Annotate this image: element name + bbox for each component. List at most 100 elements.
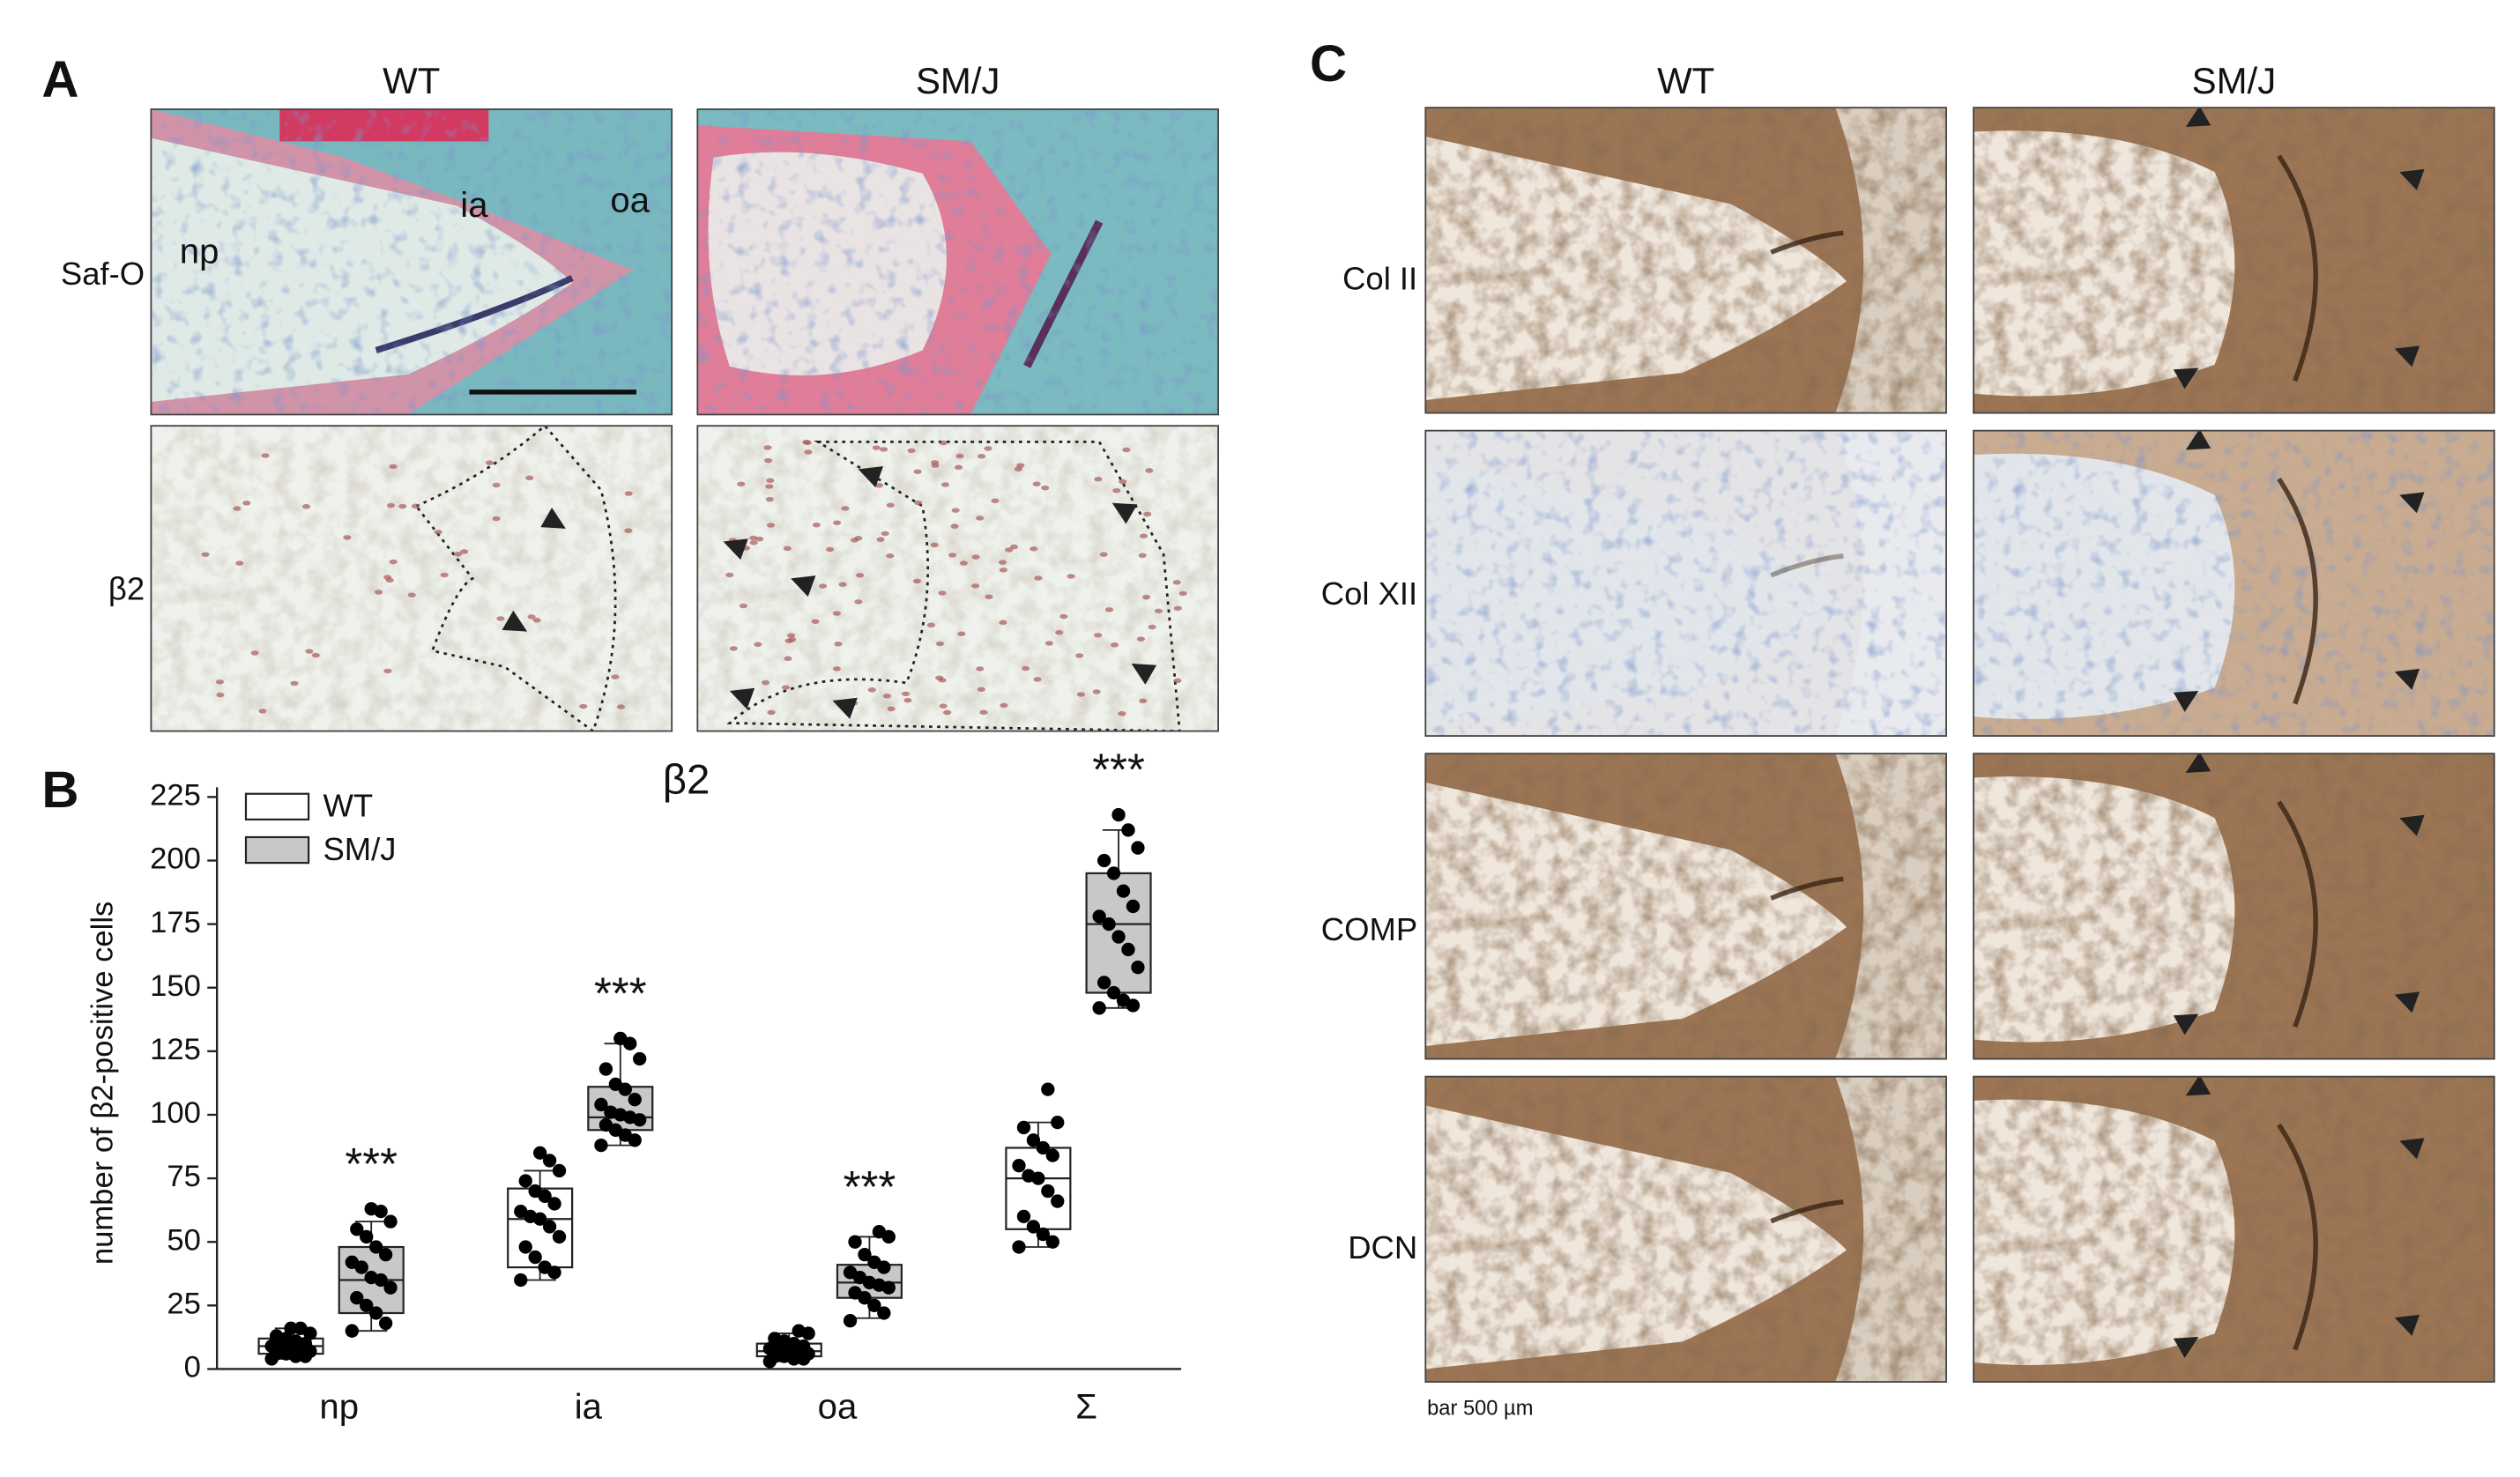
stained-cell — [749, 535, 758, 541]
data-point — [613, 1031, 628, 1046]
data-point — [1036, 1227, 1051, 1242]
data-point — [552, 1229, 567, 1244]
arrowhead — [2399, 492, 2425, 514]
stained-cell — [215, 679, 224, 685]
data-point — [1092, 909, 1106, 924]
stained-cell — [729, 646, 738, 651]
data-point — [1041, 1184, 1055, 1199]
annotation: oa — [610, 181, 650, 219]
stained-cell — [834, 642, 843, 647]
region-outline — [414, 426, 617, 731]
stained-cell — [804, 449, 813, 455]
stained-cell — [826, 546, 835, 553]
stained-cell — [1005, 547, 1014, 553]
stained-cell — [1032, 481, 1041, 486]
stained-cell — [999, 620, 1007, 626]
arrowhead — [858, 466, 884, 488]
stained-cell — [1148, 624, 1156, 630]
stained-cell — [766, 523, 776, 528]
stained-cell — [624, 528, 633, 533]
stained-cell — [976, 516, 985, 521]
stained-cell — [616, 704, 626, 709]
data-point — [1096, 976, 1111, 990]
stained-cell — [1119, 479, 1127, 485]
stained-cell — [1014, 466, 1022, 471]
stained-cell — [261, 453, 270, 458]
data-point — [1026, 1220, 1041, 1234]
data-point — [294, 1321, 308, 1335]
stained-cell — [1138, 553, 1147, 558]
stained-cell — [233, 506, 242, 511]
stained-cell — [998, 560, 1007, 565]
data-point — [1012, 1240, 1026, 1254]
texture — [1974, 1076, 2494, 1383]
stained-cell — [343, 535, 352, 540]
stained-cell — [492, 516, 501, 522]
arrowhead — [2173, 367, 2199, 390]
micrograph-frame — [1973, 1075, 2495, 1383]
stained-cell — [1145, 468, 1154, 473]
stained-cell — [1030, 546, 1038, 552]
stained-cell — [1092, 689, 1101, 694]
stained-cell — [880, 447, 888, 452]
stained-cell — [976, 666, 985, 672]
row-label: Col XII — [1321, 575, 1417, 612]
data-point — [598, 1117, 613, 1132]
stained-cell — [950, 523, 959, 529]
region-outline — [726, 441, 1181, 731]
stained-cell — [749, 540, 758, 546]
y-tick-label: 25 — [167, 1288, 201, 1321]
data-point — [1036, 1140, 1051, 1155]
stained-cell — [235, 560, 244, 566]
stained-cell — [985, 594, 993, 599]
data-point — [1026, 1133, 1041, 1147]
data-point — [1022, 1169, 1036, 1183]
data-point — [848, 1286, 862, 1300]
stained-cell — [1075, 653, 1084, 658]
stained-cell — [492, 482, 501, 488]
stained-cell — [803, 440, 812, 446]
stained-cell — [955, 464, 963, 471]
stained-cell — [955, 453, 964, 459]
stained-cell — [1154, 608, 1163, 614]
arrowhead — [2173, 1013, 2199, 1035]
data-point — [628, 1093, 642, 1107]
stained-cell — [882, 694, 891, 699]
arrowhead — [729, 687, 755, 709]
data-point — [1041, 1082, 1055, 1096]
data-point — [538, 1260, 552, 1274]
stained-cell — [739, 603, 747, 609]
stained-cell — [1112, 487, 1121, 494]
micrograph-frame — [1424, 429, 1947, 737]
micrograph-frame — [1424, 107, 1947, 414]
stained-cell — [1067, 574, 1075, 579]
stained-cell — [1099, 552, 1108, 557]
data-point — [867, 1298, 881, 1313]
arrowhead — [2399, 814, 2425, 836]
y-tick-label: 200 — [150, 842, 201, 876]
stained-cell — [783, 546, 792, 552]
data-point — [843, 1265, 858, 1280]
stained-cell — [440, 572, 449, 578]
stained-cell — [1076, 692, 1085, 697]
data-point — [1012, 1159, 1026, 1173]
data-point — [762, 1341, 777, 1356]
arrowhead — [1131, 664, 1157, 685]
data-point — [1106, 985, 1121, 1000]
stained-cell — [854, 535, 863, 541]
x-tick-label: oa — [818, 1388, 858, 1427]
stained-cell — [1178, 590, 1187, 597]
data-point — [547, 1197, 561, 1211]
cleft — [2277, 477, 2318, 705]
stained-cell — [755, 536, 764, 542]
panel-label: B — [41, 761, 78, 819]
y-tick-label: 225 — [150, 779, 201, 813]
stained-cell — [527, 614, 536, 620]
stained-cell — [1009, 544, 1018, 550]
stained-cell — [407, 592, 416, 597]
stained-cell — [1044, 641, 1054, 646]
texture — [697, 426, 1219, 731]
arrowhead — [832, 697, 858, 719]
micrograph — [1974, 430, 2494, 737]
data-point — [792, 1324, 806, 1338]
